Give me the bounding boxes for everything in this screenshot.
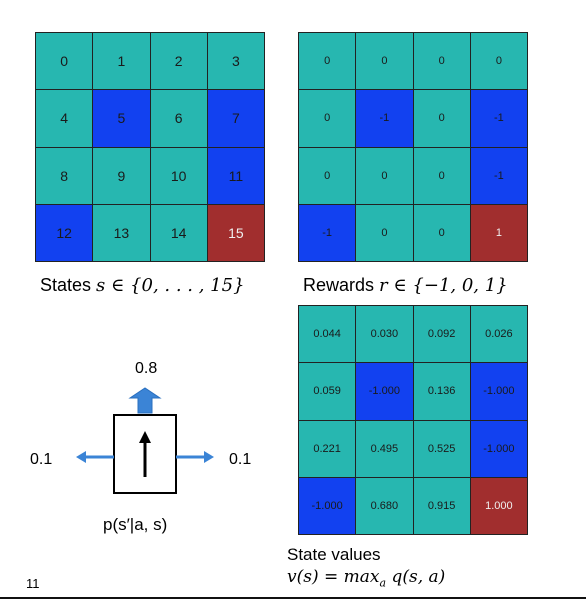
state-values-formula: v(s) = maxa q(s, a) [287,567,445,589]
reward-cell: 0 [356,33,413,90]
state-cell: 8 [36,147,93,204]
transition-caption: p(s′|a, s) [103,515,168,534]
reward-cell: 0 [413,147,470,204]
formula-rhs: q(s, a) [386,567,446,587]
reward-cell: 0 [413,204,470,261]
state-cell: 0 [36,33,93,90]
state-values-grid: 0.044 0.030 0.092 0.026 0.059 -1.000 0.136 -1.0… [298,305,528,535]
reward-cell: 0 [299,147,356,204]
rewards-caption: Rewards r ∈ {−1, 0, 1} [303,275,508,296]
state-value-cell: 0.026 [470,306,527,363]
state-cell: 10 [150,147,207,204]
rewards-grid: 0 0 0 0 0 -1 0 -1 0 0 0 -1 -1 0 0 1 [298,32,528,262]
reward-cell: 0 [356,147,413,204]
state-value-cell: 0.495 [356,420,413,477]
formula-subscript: a [379,576,387,590]
state-cell: 4 [36,90,93,147]
states-grid: 0 1 2 3 4 5 6 7 8 9 10 11 12 13 14 15 [35,32,265,262]
left-arrow-icon [76,451,86,463]
state-value-cell: -1.000 [299,477,356,534]
reward-cell: 0 [413,90,470,147]
state-value-cell: 0.680 [356,477,413,534]
reward-cell: 0 [299,33,356,90]
reward-cell: -1 [470,90,527,147]
state-cell: 3 [207,33,264,90]
state-cell: 13 [93,204,150,261]
states-caption: States s ∈ {0, . . . , 15} [40,275,245,296]
action-arrow-icon [139,431,151,443]
bottom-rule [0,597,586,599]
state-value-cell: -1.000 [356,363,413,420]
up-arrow-icon [128,387,162,414]
state-value-cell: -1.000 [470,363,527,420]
state-value-cell: 0.915 [413,477,470,534]
prob-left-label: 0.1 [30,451,53,468]
state-cell: 11 [207,147,264,204]
state-cell: 9 [93,147,150,204]
reward-cell: 0 [413,33,470,90]
reward-cell: -1 [299,204,356,261]
state-values-caption: State values [287,545,381,564]
states-caption-word: States [40,275,92,295]
prob-up-label: 0.8 [135,360,158,377]
reward-cell: 0 [299,90,356,147]
formula-lhs: v(s) = max [287,567,380,587]
state-cell: 7 [207,90,264,147]
action-transition-diagram [76,387,214,494]
right-arrow-icon [204,451,214,463]
reward-cell: -1 [470,147,527,204]
page-number: 11 [26,576,40,591]
state-value-cell: 0.092 [413,306,470,363]
state-cell: 12 [36,204,93,261]
state-cell: 6 [150,90,207,147]
state-value-cell: 0.525 [413,420,470,477]
prob-right-label: 0.1 [229,451,252,468]
state-cell: 14 [150,204,207,261]
state-value-cell: 0.136 [413,363,470,420]
reward-cell: 0 [356,204,413,261]
state-cell: 1 [93,33,150,90]
rewards-caption-word: Rewards [303,275,375,295]
state-cell: 5 [93,90,150,147]
state-cell: 2 [150,33,207,90]
state-value-cell: 1.000 [470,477,527,534]
state-value-cell: 0.221 [299,420,356,477]
state-cell: 15 [207,204,264,261]
state-value-cell: -1.000 [470,420,527,477]
rewards-caption-math: r ∈ {−1, 0, 1} [379,275,508,296]
states-caption-math: s ∈ {0, . . . , 15} [96,275,245,296]
state-value-cell: 0.044 [299,306,356,363]
reward-cell: -1 [356,90,413,147]
reward-cell: 0 [470,33,527,90]
reward-cell: 1 [470,204,527,261]
state-value-cell: 0.030 [356,306,413,363]
state-value-cell: 0.059 [299,363,356,420]
